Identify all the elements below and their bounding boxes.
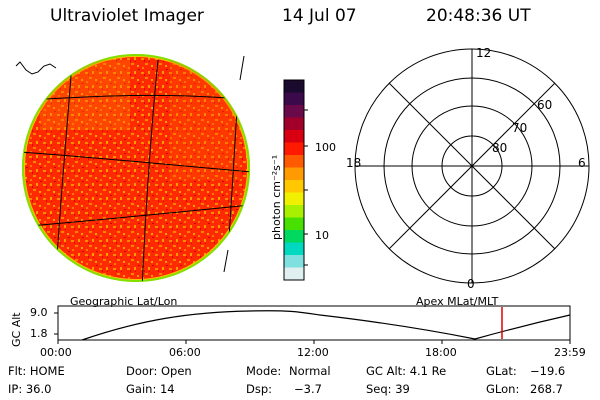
header-time: 20:48:36 UT: [426, 6, 531, 26]
colorbar-band: [284, 80, 304, 93]
info-mode-label: Mode:: [246, 364, 282, 378]
colorbar-band: [284, 130, 304, 143]
altitude-curve: [81, 310, 571, 341]
polar-ring-outer: [354, 48, 590, 284]
info-door: Door: Open: [126, 364, 192, 378]
colorbar: [283, 79, 308, 281]
colorbar-band: [284, 142, 304, 156]
info-glat-label: GLat:: [486, 364, 517, 378]
colorbar-band: [284, 192, 304, 206]
colorbar-band: [284, 217, 304, 231]
timeline-xtick-0600: 06:00: [169, 346, 201, 359]
polar-diagonal-1: [388, 82, 556, 250]
coastline-outline: [15, 61, 57, 75]
colorbar-band: [284, 205, 304, 218]
mlt-label-12: 12: [476, 46, 492, 60]
colorbar-band: [284, 155, 304, 168]
info-gain: Gain: 14: [126, 382, 175, 396]
info-dsp-value: −3.7: [294, 382, 322, 396]
mlt-label-6: 6: [578, 156, 586, 170]
mlat-label-70: 70: [512, 121, 528, 135]
right-panel-caption: Apex MLat/MLT: [416, 295, 499, 308]
info-glon-label: GLon:: [486, 382, 520, 396]
colorbar-band: [284, 92, 304, 106]
colorbar-tick-100: 100: [315, 141, 336, 154]
timeline-xtick-2359: 23:59: [554, 346, 586, 359]
timeline-frame: [57, 305, 571, 341]
info-dsp-label: Dsp:: [246, 382, 273, 396]
mlt-label-0: 0: [467, 277, 475, 291]
colorbar-band: [284, 267, 304, 281]
grid-line-ext: [239, 55, 245, 81]
timeline-ytick-low: 1.8: [30, 327, 48, 340]
colorbar-band: [284, 117, 304, 131]
disk-limb: [22, 54, 250, 282]
colorbar-unit-label: photon cm⁻²s⁻¹: [270, 154, 283, 240]
info-glon-value: 268.7: [530, 382, 563, 396]
colorbar-tick-10: 10: [315, 229, 329, 242]
mlat-label-60: 60: [537, 98, 553, 112]
geographic-grid: [23, 59, 249, 281]
info-ip: IP: 36.0: [8, 382, 52, 396]
colorbar-band: [284, 242, 304, 256]
colorbar-band: [284, 230, 304, 243]
auroral-emission: [25, 57, 247, 279]
mlat-label-80: 80: [492, 141, 508, 155]
colorbar-band: [284, 167, 304, 181]
info-sequence: Seq: 39: [366, 382, 410, 396]
left-panel-caption: Geographic Lat/Lon: [70, 295, 178, 308]
colorbar-band: [284, 255, 304, 268]
timeline-xtick-0000: 00:00: [40, 346, 72, 359]
timeline-ylabel: GC Alt: [10, 312, 23, 347]
info-gc-altitude: GC Alt: 4.1 Re: [366, 364, 447, 378]
info-glat-value: −19.6: [530, 364, 566, 378]
polar-ring-60: [383, 77, 561, 255]
colorbar-band: [284, 105, 304, 118]
polar-diagonal-2: [388, 82, 556, 250]
disk-limb-edge: [22, 54, 250, 282]
timeline-xtick-1200: 12:00: [297, 346, 329, 359]
info-flight: Flt: HOME: [8, 364, 65, 378]
grid-line-ext: [223, 249, 229, 273]
header-date: 14 Jul 07: [282, 6, 357, 26]
timeline-ytick-high: 9.0: [30, 306, 48, 319]
colorbar-frame: [283, 79, 305, 281]
colorbar-band: [284, 180, 304, 193]
app-title: Ultraviolet Imager: [50, 6, 204, 26]
info-mode-value: Normal: [289, 364, 331, 378]
timeline-xtick-1800: 18:00: [425, 346, 457, 359]
mlt-label-18: 18: [346, 156, 362, 170]
